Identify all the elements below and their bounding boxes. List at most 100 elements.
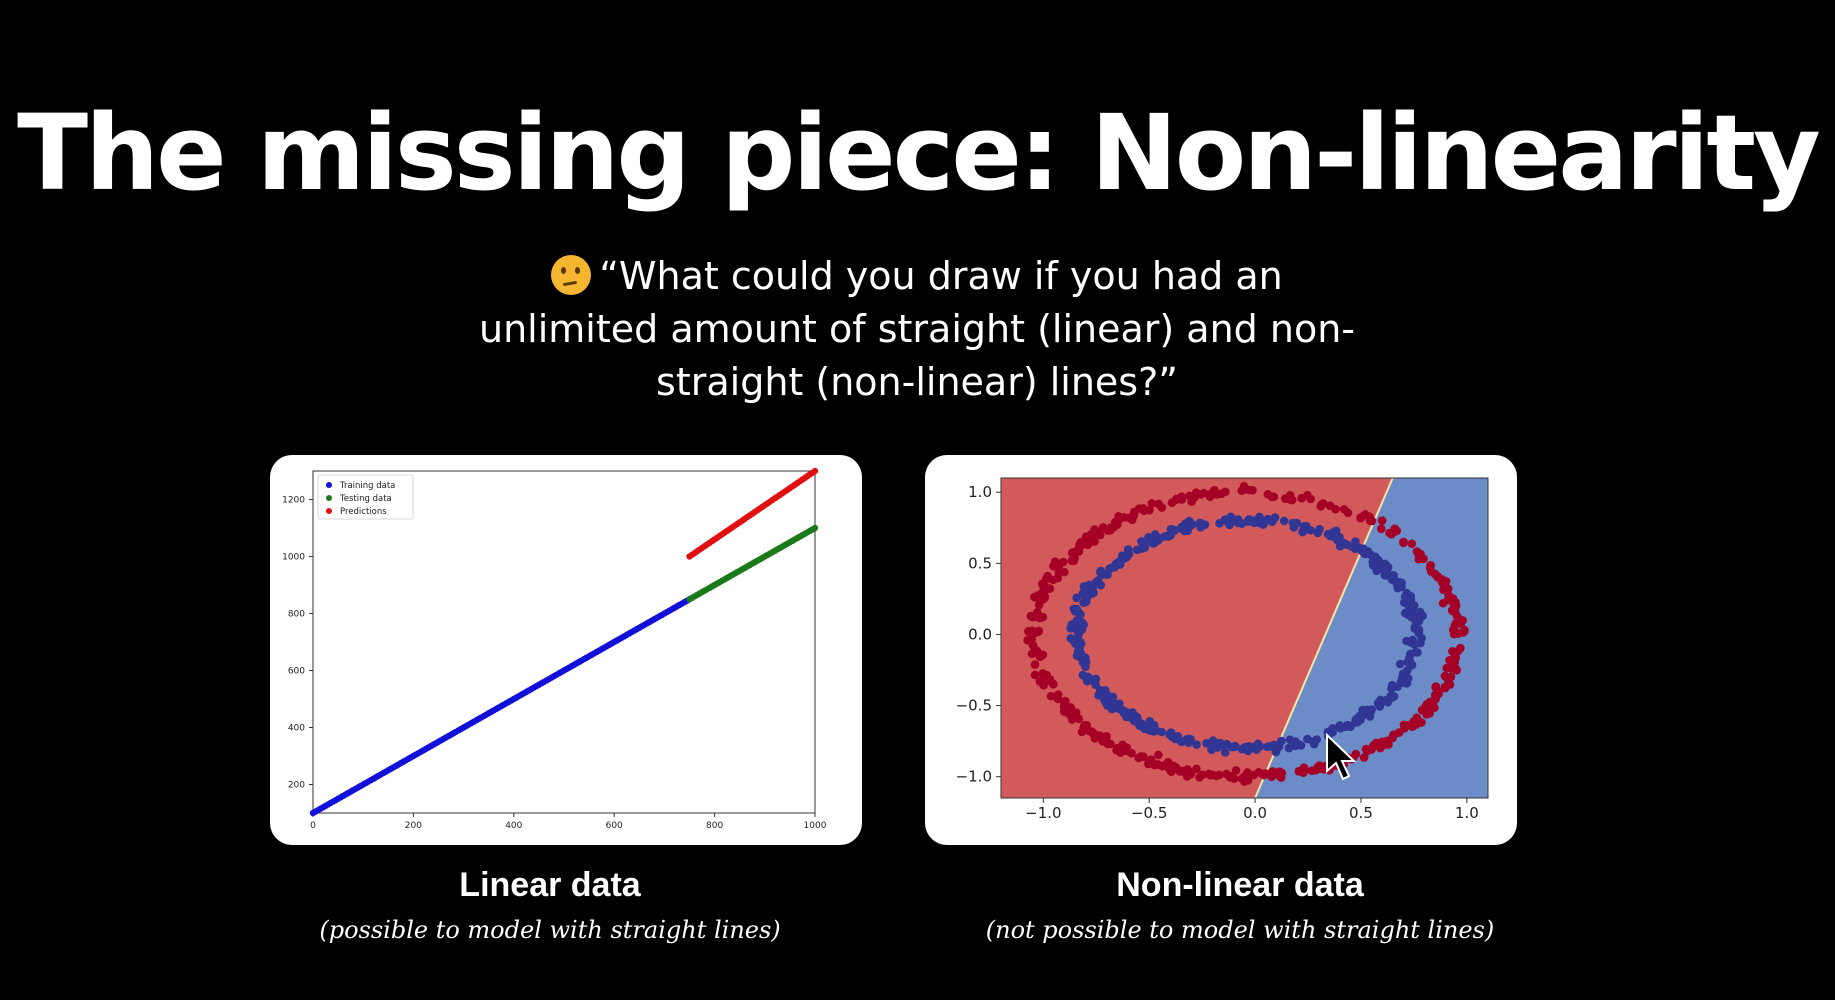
nonlinear-subcaption: (not possible to model with straight lin… (985, 916, 1495, 944)
data-point (1068, 548, 1078, 557)
data-point (1331, 504, 1340, 514)
data-point (1221, 487, 1230, 497)
data-point (1074, 618, 1084, 628)
data-point (1450, 657, 1460, 667)
x-tick-label: 800 (706, 821, 723, 831)
data-point (1034, 600, 1044, 610)
data-point (1030, 660, 1040, 669)
mouse-cursor-icon (1326, 733, 1357, 781)
data-point (1087, 727, 1096, 737)
data-point (1162, 531, 1172, 541)
data-point (1171, 495, 1181, 505)
data-point (1061, 696, 1070, 706)
data-point (1095, 731, 1105, 741)
data-point (1035, 613, 1044, 623)
data-point (1410, 610, 1419, 620)
data-point (1035, 677, 1045, 686)
nonlinear-chart: −1.0 −0.5 0.0 0.5 1.0 1.0 0.5 0.0 −0.5 −1.0 (956, 477, 1489, 822)
data-point (1183, 766, 1193, 776)
data-point (1124, 546, 1133, 556)
y-tick-label: 0.0 (968, 625, 992, 643)
data-point (1292, 518, 1301, 528)
data-point (1103, 700, 1112, 709)
data-point (811, 467, 819, 475)
y-tick-label: 800 (288, 610, 305, 620)
data-point (1237, 519, 1247, 528)
data-point (1110, 563, 1119, 572)
data-point (1360, 549, 1370, 559)
data-point (1094, 528, 1104, 537)
data-point (1067, 556, 1077, 566)
data-point (1182, 735, 1191, 744)
data-point (1072, 593, 1081, 603)
y-tick-label: 0.5 (968, 554, 992, 572)
data-point (1313, 527, 1323, 537)
data-point (1237, 486, 1246, 496)
data-point (1030, 592, 1039, 602)
data-point (1168, 525, 1177, 534)
x-tick-label: 1.0 (1455, 804, 1479, 822)
data-point (1151, 725, 1160, 734)
data-point (1426, 561, 1435, 570)
linear-chart: 0 200 400 600 800 1000 200 400 600 800 1000 1200 Tra… (282, 467, 827, 831)
data-point (1393, 682, 1402, 691)
y-tick-label: −1.0 (956, 768, 992, 786)
data-point (1449, 599, 1459, 608)
data-point (1066, 703, 1075, 712)
thinking-face-icon (551, 255, 592, 295)
data-point (1217, 740, 1226, 750)
data-point (1311, 765, 1320, 775)
y-tick-label: 200 (288, 781, 305, 791)
legend-marker (326, 495, 332, 501)
data-point (1132, 545, 1142, 555)
linear-subcaption: (possible to model with straight lines) (319, 916, 781, 944)
quote-text: “What could you draw if you had an unlim… (467, 250, 1367, 409)
data-point (1376, 524, 1386, 534)
y-tick-label: 600 (288, 667, 305, 677)
data-point (1317, 499, 1327, 509)
legend-marker (326, 508, 332, 514)
data-point (1244, 515, 1253, 525)
data-point (1076, 538, 1086, 548)
data-point (1165, 730, 1174, 739)
x-tick-label: 400 (505, 821, 522, 831)
region-red (1001, 478, 1393, 798)
quote-line-3: straight (non-linear) lines?” (656, 360, 1178, 404)
legend-marker (326, 482, 332, 488)
data-point (1202, 739, 1211, 748)
data-point (1416, 549, 1425, 559)
data-point (1385, 528, 1394, 538)
data-point (1034, 626, 1044, 636)
data-point (1366, 706, 1376, 716)
data-point (1154, 750, 1163, 760)
data-point (1291, 741, 1300, 751)
data-point (1147, 756, 1156, 766)
data-point (1303, 734, 1312, 744)
data-point (1220, 748, 1230, 757)
data-point (1400, 608, 1410, 618)
data-point (1081, 657, 1091, 667)
data-point (1237, 774, 1247, 783)
plot-frame (1000, 477, 1489, 799)
data-point (1261, 769, 1270, 778)
data-point (1268, 517, 1277, 527)
data-point (1439, 585, 1448, 594)
y-tick-label: 1.0 (968, 483, 992, 501)
data-point (1072, 638, 1081, 647)
data-point (1399, 538, 1408, 548)
data-point (1096, 567, 1106, 577)
data-point (1099, 688, 1109, 698)
data-point (1130, 717, 1139, 726)
data-point (1433, 572, 1443, 581)
data-point (1335, 541, 1345, 551)
data-point (1404, 594, 1414, 604)
nonlinear-caption: Non-linear data (1116, 866, 1364, 904)
data-point (1225, 517, 1235, 527)
x-tick-label: 0.0 (1243, 804, 1267, 822)
data-point (1450, 606, 1460, 616)
data-point (1440, 682, 1450, 692)
data-point (1080, 720, 1090, 730)
data-point (1072, 605, 1082, 615)
data-point (1108, 692, 1117, 702)
data-point (1163, 763, 1173, 772)
